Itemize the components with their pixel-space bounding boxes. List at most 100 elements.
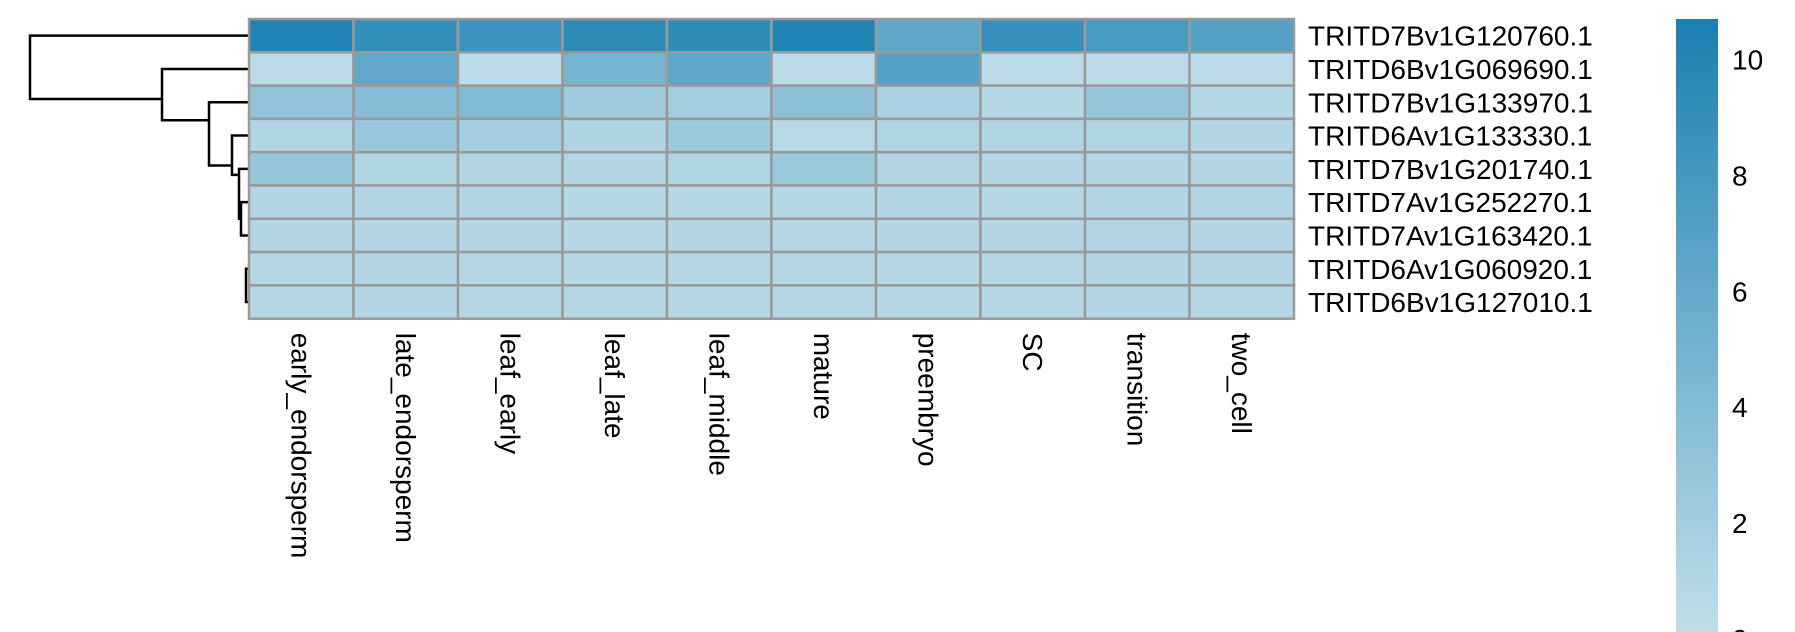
heatmap-cell [1083,217,1191,254]
heatmap-cell [874,150,982,187]
row-labels: TRITD7Bv1G120760.1TRITD6Bv1G069690.1TRIT… [1308,21,1593,318]
column-label: preembryo [912,333,943,467]
legend-tick-label: 2 [1732,508,1748,539]
heatmap-cell [561,117,669,154]
dendrogram-branch [160,67,248,122]
column-labels: early_endorsperm late_endorsperm leaf_earl… [285,333,1257,559]
row-dendrogram [28,34,248,304]
heatmap-cell [1083,284,1191,320]
legend-tick-label: 4 [1732,392,1748,423]
heatmap-cell [665,117,773,154]
column-label: late_endorsperm [390,333,421,543]
heatmap-cell [1083,17,1191,54]
row-label: TRITD7Bv1G201740.1 [1308,154,1593,185]
heatmap-cell [561,150,669,187]
heatmap-cell [352,51,460,87]
column-label: SC [1017,333,1048,372]
heatmap-cell [1083,250,1191,287]
heatmap-cell [456,117,564,154]
heatmap-cell [874,51,982,87]
row-label: TRITD6Av1G060920.1 [1308,254,1592,285]
heatmap-cell [561,184,669,221]
heatmap-cell [770,117,878,154]
legend-color-bar [1676,19,1718,632]
heatmap-cell [665,84,773,121]
column-label: two_cell [1226,333,1257,434]
heatmap-cell [352,217,460,254]
dendrogram-branch [28,34,248,101]
dendrogram-branch [230,134,248,177]
heatmap-cell [247,217,355,254]
heatmap-cell [561,84,669,121]
legend-tick-label: 0 [1732,624,1748,632]
heatmap-cell [979,150,1087,187]
heatmap-cell [874,117,982,154]
heatmap-cell [665,217,773,254]
heatmap-cell [1083,84,1191,121]
heatmap-cell [770,284,878,320]
heatmap-cell [1188,117,1296,154]
heatmap-cell [247,117,355,154]
heatmap-cell [561,284,669,320]
heatmap-cell [456,250,564,287]
heatmap-cell [456,184,564,221]
heatmap-cell [874,184,982,221]
legend-tick-label: 6 [1732,276,1748,307]
heatmap-cell [770,150,878,187]
heatmap-cell [874,284,982,320]
heatmap-cell [456,150,564,187]
heatmap-cell [770,184,878,221]
row-label: TRITD7Av1G252270.1 [1308,187,1592,218]
heatmap-cell [665,17,773,54]
color-legend: 0 2 4 6 8 10 [1676,19,1763,632]
column-label: early_endorsperm [285,333,316,559]
heatmap-cell [456,217,564,254]
heatmap-cell [770,51,878,87]
heatmap-cell [1083,184,1191,221]
heatmap-cell [979,184,1087,221]
legend-tick-label: 10 [1732,45,1763,76]
column-label: transition [1121,333,1152,447]
column-label: leaf_middle [703,333,734,476]
heatmap-cell [874,17,982,54]
heatmap-cell [1188,284,1296,320]
heatmap-cell [247,84,355,121]
heatmap-cell [561,17,669,54]
column-label: mature [808,333,839,420]
heatmap-cell [1188,84,1296,121]
heatmap-cell [665,184,773,221]
heatmap-cell [979,217,1087,254]
heatmap-cell [1188,184,1296,221]
heatmap-cell [1188,250,1296,287]
heatmap-cell [770,84,878,121]
heatmap-cell [561,250,669,287]
heatmap-cell [456,51,564,87]
heatmap-cell [979,51,1087,87]
row-label: TRITD7Av1G163420.1 [1308,220,1592,251]
heatmap-cell [770,17,878,54]
dendrogram-branch [244,267,248,304]
heatmap-cell [874,217,982,254]
heatmap-cell [247,184,355,221]
row-label: TRITD6Av1G133330.1 [1308,121,1592,152]
heatmap-cells [247,17,1296,320]
row-label: TRITD7Bv1G120760.1 [1308,21,1593,52]
heatmap-cell [1083,150,1191,187]
row-label: TRITD7Bv1G133970.1 [1308,87,1593,118]
heatmap-cell [352,117,460,154]
heatmap-cell [456,84,564,121]
heatmap-cell [979,250,1087,287]
heatmap-cell [1188,17,1296,54]
row-label: TRITD6Bv1G127010.1 [1308,287,1593,318]
dendrogram-branch [237,167,248,221]
heatmap-cell [1083,51,1191,87]
dendrogram-branch [239,200,248,237]
heatmap-cell [1083,117,1191,154]
heatmap-cell [665,284,773,320]
heatmap-cell [561,217,669,254]
heatmap-cell [665,250,773,287]
heatmap-cell [456,17,564,54]
heatmap-cell [770,250,878,287]
heatmap-cell [352,284,460,320]
